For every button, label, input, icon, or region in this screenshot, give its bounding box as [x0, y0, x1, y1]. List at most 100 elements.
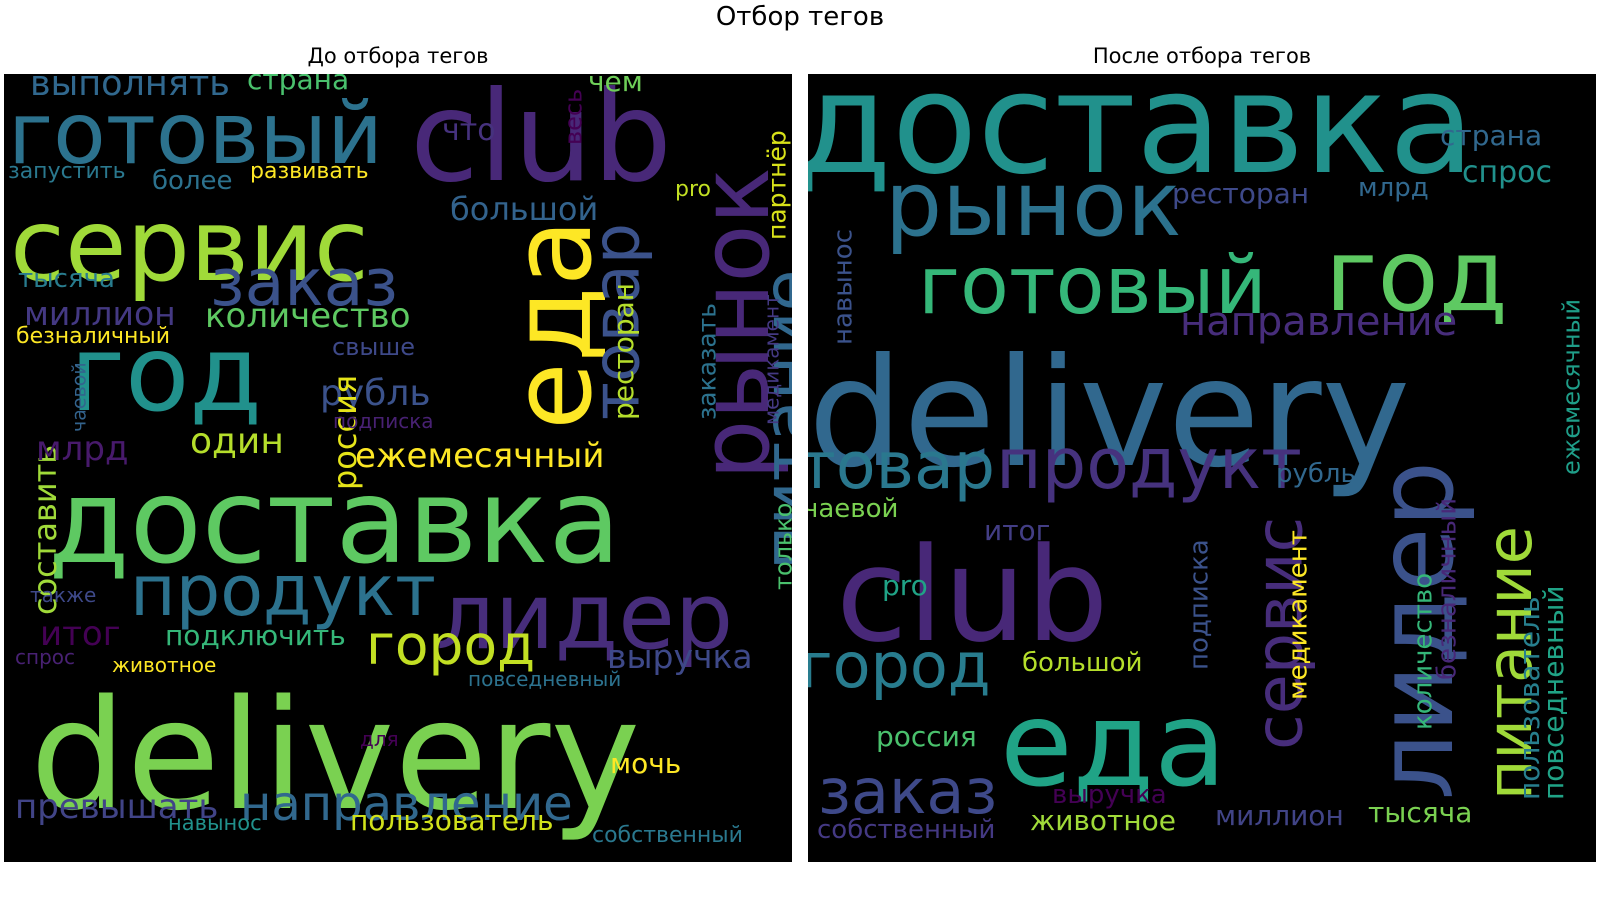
word-before-56: навынос: [168, 811, 262, 835]
word-before-4: сервис: [10, 187, 369, 304]
word-after-12: город: [808, 629, 991, 702]
word-before-2: club: [410, 74, 672, 210]
word-after-11: питание: [1473, 526, 1546, 800]
word-after-16: повседневный: [1537, 585, 1570, 800]
word-after-27: рубль: [1276, 459, 1356, 489]
left-cloud-title: До отбора тегов: [307, 44, 489, 68]
word-after-3: еда: [1000, 675, 1227, 813]
word-before-6: еда: [488, 219, 616, 430]
word-before-51: также: [30, 583, 96, 607]
word-before-50: чаевой: [69, 362, 91, 432]
word-before-32: собственный: [592, 823, 743, 848]
word-before-22: составить: [26, 445, 64, 615]
word-before-34: чем: [588, 74, 643, 98]
word-after-9: товар: [808, 429, 995, 504]
figure-title: Отбор тегов: [715, 2, 885, 32]
word-before-26: большой: [450, 190, 598, 228]
word-before-12: заказ: [210, 246, 398, 321]
word-before-24: превышать: [15, 787, 218, 827]
word-after-13: заказ: [818, 755, 997, 828]
word-after-14: направление: [1180, 299, 1457, 345]
word-before-47: только: [770, 503, 792, 590]
word-after-26: млрд: [1358, 173, 1429, 203]
word-before-53: животное: [112, 653, 216, 677]
word-before-20: россия: [326, 375, 364, 490]
word-after-22: навынос: [828, 229, 858, 345]
word-before-23: выполнять: [30, 74, 230, 104]
word-after-28: итог: [984, 514, 1050, 547]
word-before-21: один: [190, 421, 284, 462]
word-before-42: запустить: [8, 159, 126, 184]
word-after-21: медикамент: [1283, 530, 1313, 700]
word-before-43: развивать: [250, 159, 369, 184]
word-before-17: ежемесячный: [355, 436, 604, 476]
word-before-52: спрос: [15, 645, 75, 669]
word-after-15: пользователь: [1513, 597, 1546, 800]
word-before-11: товар: [579, 223, 654, 420]
word-after-17: ежемесячный: [1558, 299, 1586, 475]
word-before-27: заказать: [693, 303, 722, 420]
word-before-55: для: [360, 727, 399, 751]
word-before-30: подключить: [165, 619, 346, 652]
word-before-14: направление: [240, 776, 573, 832]
word-before-5: год: [70, 313, 262, 435]
word-before-46: партнёр: [763, 130, 792, 240]
word-after-25: ресторан: [1172, 177, 1309, 210]
word-before-41: безналичный: [16, 324, 170, 349]
word-before-13: город: [366, 613, 535, 677]
word-before-1: доставка: [48, 452, 621, 590]
word-after-36: миллион: [1215, 799, 1344, 832]
word-before-40: свыше: [332, 333, 415, 361]
word-after-10: сервис: [1242, 517, 1317, 750]
word-after-33: выручка: [1052, 780, 1167, 810]
wordcloud-before: delivery доставка club готовый сервис год еда р…: [4, 74, 792, 862]
word-before-25: выручка: [607, 637, 753, 676]
word-before-16: количество: [205, 296, 411, 336]
word-before-7: рынок: [681, 167, 791, 480]
wordcloud-after: delivery доставка club еда лидер год рынок гото…: [808, 74, 1596, 862]
word-after-6: рынок: [885, 152, 1181, 257]
word-after-20: подписка: [1184, 539, 1214, 670]
word-after-19: безналичный: [1432, 498, 1462, 680]
word-after-0: delivery: [808, 327, 1410, 501]
word-after-24: спрос: [1462, 155, 1552, 190]
word-after-31: большой: [1022, 648, 1142, 678]
word-after-32: россия: [876, 720, 977, 753]
word-before-8: лидер: [436, 563, 733, 670]
word-after-8: продукт: [996, 423, 1302, 505]
word-before-44: pro: [675, 177, 711, 202]
word-after-5: год: [1325, 217, 1508, 334]
word-before-54: повседневный: [468, 667, 621, 691]
word-after-4: лидер: [1355, 461, 1477, 800]
word-after-30: pro: [882, 569, 928, 602]
word-after-29: чаевой: [808, 494, 898, 524]
word-before-9: продукт: [130, 550, 436, 632]
word-before-33: что: [442, 113, 496, 148]
word-after-35: животное: [1030, 804, 1176, 837]
word-before-10: питание: [749, 270, 792, 570]
word-before-29: итог: [40, 614, 121, 654]
word-after-7: готовый: [918, 239, 1267, 332]
word-before-3: готовый: [8, 84, 383, 184]
word-before-35: страна: [247, 74, 349, 96]
word-before-38: тысяча: [18, 264, 115, 294]
right-cloud-title: После отбора тегов: [1092, 44, 1312, 68]
word-before-49: подписка: [333, 409, 434, 433]
word-before-0: delivery: [30, 667, 640, 844]
word-before-18: миллион: [24, 294, 176, 333]
word-before-31: пользователь: [350, 804, 553, 837]
word-after-18: количество: [1408, 573, 1438, 730]
word-before-39: более: [152, 166, 233, 196]
word-after-37: тысяча: [1368, 796, 1472, 829]
word-before-28: мочь: [610, 747, 681, 780]
word-after-1: доставка: [808, 74, 1475, 206]
word-before-37: млрд: [36, 429, 128, 469]
word-before-15: ресторан: [607, 283, 640, 420]
word-before-48: медикамент: [759, 294, 783, 425]
word-before-45: весь: [560, 89, 588, 145]
word-after-34: собственный: [817, 815, 995, 845]
word-after-23: страна: [1440, 119, 1542, 152]
word-before-19: рубль: [320, 373, 431, 414]
